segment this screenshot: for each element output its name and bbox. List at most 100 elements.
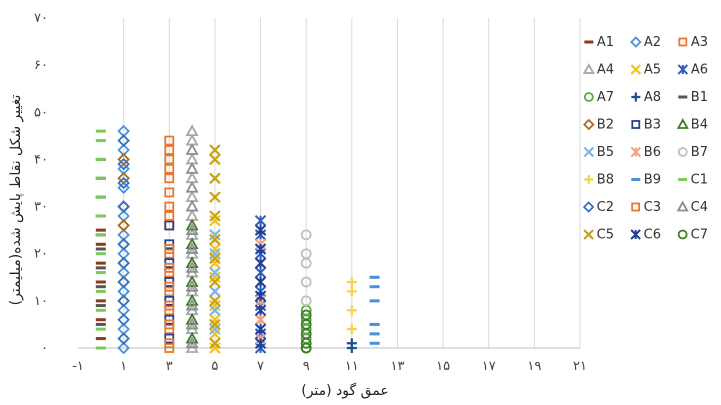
legend-item: B1 <box>678 90 708 105</box>
series-B9 <box>369 275 380 345</box>
legend-marker <box>631 202 641 212</box>
data-point <box>117 341 130 355</box>
legend-marker <box>677 229 688 240</box>
data-point <box>164 201 175 212</box>
data-point <box>254 224 267 236</box>
data-point <box>164 173 175 184</box>
legend-label: B1 <box>691 90 708 105</box>
legend-label: C4 <box>691 200 708 215</box>
series-A1 <box>95 228 106 341</box>
legend-label: A2 <box>644 35 661 50</box>
x-tick-label: ۷ <box>257 359 264 374</box>
series-B5 <box>209 229 221 335</box>
x-tick-label: ۱۳ <box>390 359 404 374</box>
data-point <box>185 218 199 231</box>
data-point <box>185 275 199 287</box>
x-tick-label: ۱۹ <box>527 359 541 374</box>
legend-label: B3 <box>644 118 661 133</box>
legend-marker <box>583 229 594 240</box>
legend-marker <box>676 118 689 129</box>
data-point <box>185 279 199 292</box>
legend-item: A8 <box>631 90 661 105</box>
legend-item: A7 <box>583 90 614 105</box>
data-point <box>209 252 221 265</box>
data-point <box>164 163 175 174</box>
data-point <box>117 332 130 345</box>
y-tick-label: ۷۰ <box>34 11 48 26</box>
data-point <box>117 200 130 213</box>
data-point <box>209 153 221 166</box>
data-point <box>209 229 221 241</box>
data-point <box>164 338 175 349</box>
legend-item: B9 <box>631 173 661 188</box>
x-tick-label: ۱۷ <box>482 359 496 374</box>
legend-item: C2 <box>582 200 614 215</box>
x-tick-label: ۱ <box>120 359 127 374</box>
data-point <box>164 187 175 198</box>
data-point <box>185 237 199 250</box>
legend-marker <box>630 64 642 75</box>
data-point <box>346 338 357 349</box>
legend-item: B4 <box>676 118 708 133</box>
data-point <box>185 312 199 325</box>
data-point <box>209 328 221 340</box>
data-point <box>185 317 199 330</box>
legend: A1 A2 A3 A4 A5 A6 A7 A8 B1 B2 B3 B4 B5 B6 B7 B8 B9 C1 C2 C3… <box>582 35 708 243</box>
series-C6 <box>254 224 267 349</box>
data-point <box>117 172 130 185</box>
data-point <box>164 319 175 330</box>
x-axis-title: عمق گود (متر) <box>301 382 389 399</box>
legend-item: A2 <box>630 35 661 50</box>
data-point <box>164 262 175 273</box>
data-point <box>209 144 221 156</box>
legend-label: B5 <box>597 145 614 160</box>
legend-item: B5 <box>583 145 614 160</box>
data-point <box>164 244 175 254</box>
data-point <box>254 304 267 316</box>
data-point <box>209 313 221 326</box>
legend-marker <box>678 37 688 47</box>
legend-marker <box>630 36 642 48</box>
legend-item: B3 <box>631 118 661 133</box>
legend-marker <box>676 200 689 212</box>
data-point <box>300 342 312 354</box>
legend-item: C3 <box>631 200 661 215</box>
x-tick-label: ۳ <box>166 359 173 374</box>
data-point <box>209 337 221 350</box>
data-point <box>254 290 267 302</box>
y-tick-label: ۱۰ <box>34 294 48 309</box>
legend-label: B8 <box>597 173 614 188</box>
data-point <box>300 295 312 307</box>
data-point <box>185 261 199 273</box>
legend-marker <box>631 92 641 102</box>
legend-item: B8 <box>584 173 614 188</box>
data-point <box>185 124 199 137</box>
legend-label: B4 <box>691 118 708 133</box>
data-point <box>254 257 267 269</box>
legend-item: C1 <box>678 173 708 188</box>
legend-item: A1 <box>584 35 614 50</box>
legend-label: A7 <box>597 90 614 105</box>
y-tick-label: ۴۰ <box>34 152 48 167</box>
data-point <box>185 331 199 344</box>
series-A8 <box>346 338 357 353</box>
data-point <box>164 281 175 292</box>
data-point <box>209 191 221 203</box>
data-point <box>209 285 221 298</box>
legend-label: C2 <box>597 200 614 215</box>
data-point <box>209 210 221 222</box>
data-point <box>185 298 199 311</box>
data-point <box>185 199 199 212</box>
data-point <box>117 275 130 289</box>
legend-label: A4 <box>597 63 614 78</box>
legend-marker <box>583 118 595 131</box>
x-tick-label: ۵ <box>211 359 218 374</box>
legend-label: B6 <box>644 145 661 160</box>
data-point <box>164 145 175 155</box>
data-point <box>209 172 221 185</box>
data-point <box>254 337 267 349</box>
data-point <box>254 215 267 227</box>
data-point <box>164 211 175 221</box>
